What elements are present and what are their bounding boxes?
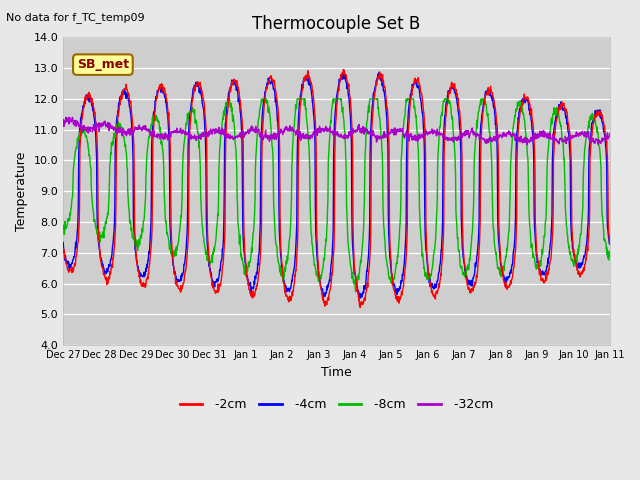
Y-axis label: Temperature: Temperature: [15, 152, 28, 231]
X-axis label: Time: Time: [321, 366, 352, 379]
Text: SB_met: SB_met: [77, 58, 129, 71]
Text: No data for f_TC_temp09: No data for f_TC_temp09: [6, 12, 145, 23]
Title: Thermocouple Set B: Thermocouple Set B: [252, 15, 420, 33]
Legend:   -2cm,   -4cm,   -8cm,   -32cm: -2cm, -4cm, -8cm, -32cm: [175, 393, 498, 416]
